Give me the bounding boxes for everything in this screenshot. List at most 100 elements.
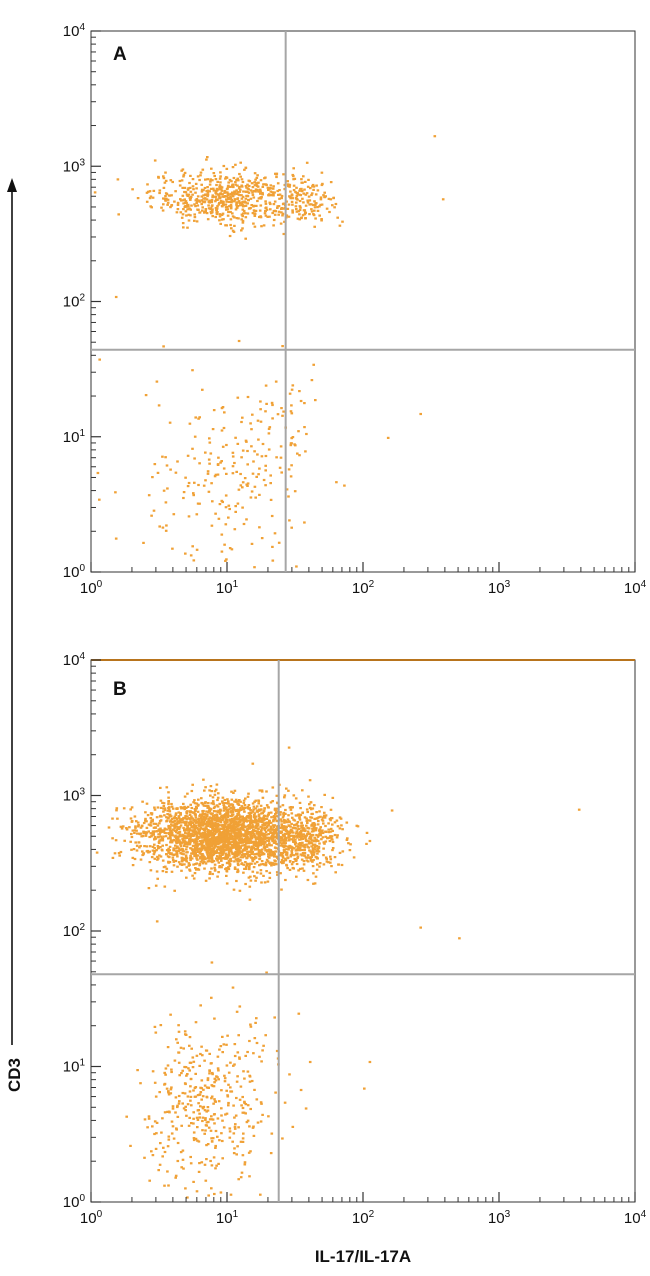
scatter-point xyxy=(166,809,170,812)
scatter-point xyxy=(207,842,210,845)
scatter-point xyxy=(181,849,184,853)
scatter-point xyxy=(332,197,335,200)
scatter-point xyxy=(188,1036,192,1039)
scatter-point xyxy=(203,1109,207,1112)
scatter-point xyxy=(161,526,165,529)
scatter-point xyxy=(222,1043,226,1046)
scatter-point xyxy=(155,1121,159,1124)
scatter-point xyxy=(191,185,195,188)
scatter-point xyxy=(157,857,160,860)
scatter-point xyxy=(220,859,223,862)
scatter-point xyxy=(310,852,313,855)
scatter-point xyxy=(181,834,185,837)
scatter-point xyxy=(264,849,267,852)
scatter-point xyxy=(192,848,196,851)
scatter-point xyxy=(225,882,229,885)
scatter-point xyxy=(206,189,210,192)
scatter-point xyxy=(238,848,241,851)
scatter-point xyxy=(278,189,281,192)
scatter-point xyxy=(218,866,221,869)
scatter-point xyxy=(203,1059,206,1062)
scatter-point xyxy=(137,825,140,828)
scatter-point xyxy=(201,1119,204,1123)
scatter-point xyxy=(213,869,217,872)
scatter-point xyxy=(211,179,214,182)
scatter-point xyxy=(177,1094,181,1098)
scatter-point xyxy=(252,196,256,199)
scatter-point xyxy=(295,831,299,834)
scatter-point xyxy=(257,815,261,818)
scatter-point xyxy=(153,847,156,850)
scatter-point xyxy=(313,851,316,854)
scatter-point xyxy=(163,1111,167,1114)
scatter-point xyxy=(290,404,293,407)
scatter-point xyxy=(219,819,222,822)
scatter-point xyxy=(202,804,206,807)
scatter-point xyxy=(346,837,349,840)
scatter-point xyxy=(221,1139,224,1143)
scatter-point xyxy=(222,804,225,807)
scatter-point xyxy=(236,442,240,445)
scatter-point xyxy=(243,837,247,841)
scatter-point xyxy=(280,407,283,410)
scatter-point xyxy=(221,834,225,837)
scatter-point xyxy=(333,206,336,209)
scatter-point xyxy=(155,920,159,923)
scatter-point xyxy=(178,184,182,187)
scatter-point xyxy=(241,1137,245,1140)
scatter-point xyxy=(319,198,323,201)
scatter-point xyxy=(157,836,160,839)
scatter-point xyxy=(247,191,251,194)
scatter-point xyxy=(295,845,298,848)
scatter-point xyxy=(201,209,204,212)
scatter-point xyxy=(243,1077,246,1080)
scatter-point xyxy=(334,871,337,874)
scatter-point xyxy=(244,797,247,800)
scatter-point xyxy=(170,805,174,808)
scatter-point xyxy=(139,1082,142,1085)
scatter-point xyxy=(183,836,186,839)
scatter-point xyxy=(152,826,156,829)
scatter-point xyxy=(246,837,250,841)
scatter-point xyxy=(191,193,194,196)
y-tick-label: 103 xyxy=(63,787,86,805)
y-tick-label: 104 xyxy=(63,22,86,40)
scatter-point xyxy=(225,206,229,209)
scatter-point xyxy=(158,189,162,192)
scatter-point xyxy=(212,1156,216,1159)
scatter-point xyxy=(259,825,262,828)
scatter-point xyxy=(269,811,273,814)
scatter-point xyxy=(182,1167,185,1170)
scatter-point xyxy=(252,808,255,811)
scatter-point xyxy=(295,822,299,825)
scatter-point xyxy=(263,817,267,820)
scatter-point xyxy=(199,841,203,844)
scatter-point xyxy=(296,217,300,220)
scatter-point xyxy=(235,192,239,196)
scatter-point xyxy=(224,856,227,859)
scatter-point xyxy=(185,214,188,217)
scatter-point xyxy=(282,812,285,816)
scatter-point xyxy=(180,869,183,872)
scatter-point xyxy=(271,800,274,803)
scatter-point xyxy=(200,819,204,822)
scatter-point xyxy=(171,1125,175,1128)
scatter-point xyxy=(304,837,307,840)
scatter-point xyxy=(287,215,291,218)
scatter-point xyxy=(241,195,245,198)
scatter-point xyxy=(223,825,227,829)
scatter-point xyxy=(232,1064,235,1067)
scatter-point xyxy=(200,822,203,825)
scatter-point xyxy=(201,1054,204,1057)
scatter-point xyxy=(235,815,238,819)
scatter-point xyxy=(211,853,214,856)
scatter-point xyxy=(166,1145,170,1148)
scatter-point xyxy=(292,184,296,187)
scatter-point xyxy=(256,419,260,422)
scatter-point xyxy=(281,851,285,855)
scatter-point xyxy=(169,819,172,822)
scatter-point xyxy=(261,796,265,799)
scatter-point xyxy=(271,833,275,836)
scatter-point xyxy=(333,833,337,837)
scatter-point xyxy=(252,1052,255,1055)
